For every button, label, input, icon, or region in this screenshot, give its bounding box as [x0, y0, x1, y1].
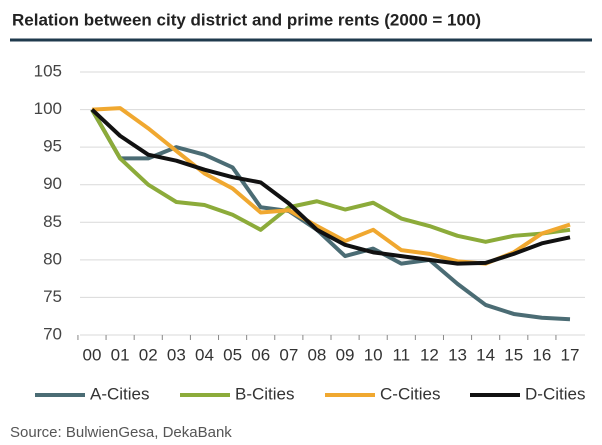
- x-tick-label: 09: [336, 345, 355, 364]
- x-tick-label: 08: [307, 345, 326, 364]
- legend-label: A-Cities: [90, 384, 150, 403]
- x-tick-label: 05: [223, 345, 242, 364]
- y-tick-label: 105: [34, 61, 62, 80]
- chart-title: Relation between city district and prime…: [12, 10, 481, 29]
- legend-label: B-Cities: [235, 384, 295, 403]
- x-tick-label: 12: [420, 345, 439, 364]
- x-tick-label: 11: [392, 345, 410, 364]
- x-tick-label: 01: [111, 345, 130, 364]
- series-line: [90, 108, 571, 266]
- source: Source: BulwienGesa, DekaBank: [10, 424, 232, 441]
- x-tick-label: 15: [504, 345, 523, 364]
- x-tick-label: 14: [476, 345, 495, 364]
- x-tick-label: 00: [83, 345, 102, 364]
- y-tick-label: 85: [43, 212, 62, 231]
- x-tick-label: 10: [364, 345, 383, 364]
- x-tick-label: 16: [532, 345, 551, 364]
- x-tick-label: 13: [448, 345, 467, 364]
- y-tick-label: 70: [43, 324, 62, 343]
- x-tick-label: 02: [139, 345, 158, 364]
- series-line: [90, 108, 571, 244]
- y-tick-label: 90: [43, 174, 62, 193]
- legend-label: C-Cities: [380, 384, 440, 403]
- y-tick-label: 95: [43, 137, 62, 156]
- y-tick-label: 100: [34, 99, 62, 118]
- x-tick-label: 06: [251, 345, 270, 364]
- x-tick-label: 03: [167, 345, 186, 364]
- x-tick-label: 04: [195, 345, 214, 364]
- x-tick-label: 17: [561, 345, 580, 364]
- x-tick-label: 07: [279, 345, 298, 364]
- y-tick-label: 80: [43, 249, 62, 268]
- legend-label: D-Cities: [525, 384, 585, 403]
- y-tick-label: 75: [43, 287, 62, 306]
